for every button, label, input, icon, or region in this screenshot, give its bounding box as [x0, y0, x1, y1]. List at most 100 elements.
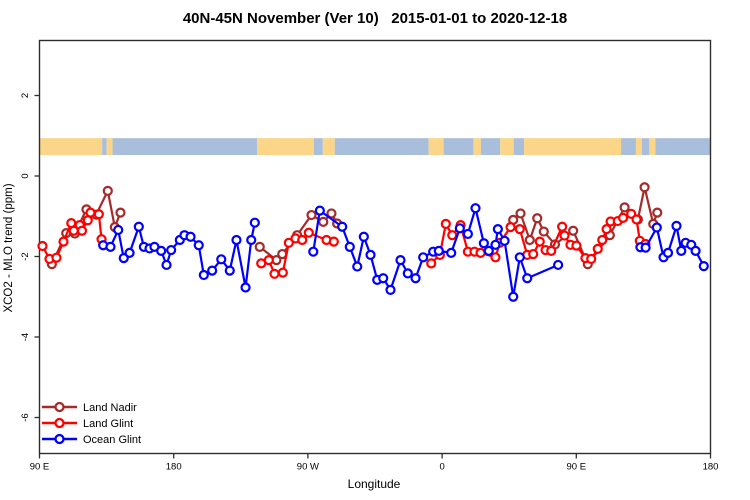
- data-point: [651, 222, 662, 233]
- legend-label: Land Nadir: [83, 402, 137, 414]
- data-point: [124, 247, 135, 258]
- x-axis-ticks: 90 E 180 90 W 0 90 E 180: [30, 453, 718, 473]
- data-point: [478, 238, 489, 249]
- legend-marker: [54, 433, 65, 445]
- data-point: [113, 224, 124, 236]
- legend-label: Ocean Glint: [83, 434, 141, 446]
- y-axis-ticks: 2 0 -2 -4 -6: [20, 93, 40, 422]
- data-point: [652, 207, 663, 218]
- data-point: [505, 222, 516, 233]
- band-segment-ocean: [112, 138, 258, 156]
- data-point: [601, 224, 612, 235]
- series-ocean-glint: [98, 203, 709, 302]
- chart-title: 40N-45N November (Ver 10) 2015-01-01 to …: [182, 10, 568, 27]
- data-point: [385, 284, 396, 296]
- data-point: [314, 205, 325, 216]
- legend-item: Ocean Glint: [42, 433, 141, 446]
- legend-label: Land Glint: [83, 418, 133, 430]
- data-point: [559, 230, 570, 241]
- data-point: [410, 273, 421, 284]
- data-series: [37, 182, 709, 302]
- data-point: [85, 207, 96, 218]
- data-point: [597, 234, 608, 246]
- data-point: [51, 252, 62, 263]
- data-point: [514, 252, 525, 263]
- data-point: [676, 245, 687, 256]
- data-point: [522, 273, 533, 284]
- data-point: [662, 247, 674, 258]
- legend-marker: [54, 417, 65, 429]
- band-segment-ocean: [480, 138, 501, 156]
- land-ocean-band: [39, 138, 711, 156]
- x-tick-label: 90 E: [30, 462, 50, 473]
- band-segment-land: [500, 138, 514, 156]
- band-segment-land: [524, 138, 622, 156]
- data-point: [418, 252, 429, 263]
- series-land-glint: [37, 207, 651, 279]
- band-segment-ocean: [334, 138, 429, 156]
- data-point: [515, 208, 526, 219]
- data-point: [557, 221, 568, 232]
- data-point: [671, 220, 682, 232]
- data-point: [254, 241, 265, 252]
- data-point: [592, 243, 603, 254]
- band-segment-land: [106, 138, 113, 156]
- x-axis-title: Longitude: [348, 477, 401, 491]
- data-point: [133, 221, 144, 232]
- data-point: [492, 224, 503, 235]
- data-point: [93, 209, 104, 220]
- data-point: [553, 259, 564, 271]
- band-segment-ocean: [655, 138, 711, 156]
- data-point: [475, 247, 486, 258]
- data-point: [344, 241, 355, 252]
- x-tick-label: 0: [439, 462, 444, 473]
- data-point: [166, 244, 177, 256]
- data-point: [490, 239, 501, 250]
- data-point: [365, 249, 376, 260]
- data-point: [546, 245, 557, 256]
- data-point: [433, 245, 444, 256]
- legend-item: Land Glint: [42, 417, 133, 430]
- data-point: [352, 261, 363, 272]
- data-point: [358, 231, 369, 242]
- band-segment-land: [322, 138, 335, 156]
- data-point: [532, 213, 543, 224]
- data-point: [306, 209, 317, 221]
- data-point: [462, 228, 473, 240]
- data-point: [534, 236, 545, 247]
- data-point: [102, 185, 113, 196]
- data-point: [263, 255, 274, 266]
- data-point: [37, 240, 48, 252]
- data-point: [447, 230, 458, 241]
- data-point: [698, 261, 709, 272]
- data-point: [619, 202, 630, 213]
- data-point: [156, 245, 167, 256]
- y-tick-label: -4: [20, 333, 31, 341]
- data-point: [640, 242, 651, 253]
- data-point: [639, 182, 650, 193]
- data-point: [538, 226, 549, 237]
- data-point: [426, 258, 437, 269]
- band-segment-ocean: [513, 138, 525, 156]
- data-point: [508, 291, 519, 302]
- y-tick-label: 2: [20, 93, 31, 98]
- data-point: [216, 254, 227, 265]
- x-tick-label: 90 W: [297, 462, 319, 473]
- data-point: [378, 273, 389, 284]
- data-point: [193, 240, 204, 251]
- data-point: [524, 234, 535, 246]
- band-segment-land: [649, 138, 656, 156]
- legend-marker: [54, 401, 65, 413]
- data-point: [283, 237, 294, 248]
- data-point: [249, 217, 260, 228]
- data-point: [76, 225, 88, 236]
- data-point: [440, 218, 451, 229]
- y-tick-label: -2: [20, 252, 31, 260]
- data-point: [115, 207, 126, 218]
- data-point: [297, 234, 308, 246]
- data-point: [568, 225, 579, 236]
- data-point: [499, 235, 510, 246]
- data-point: [571, 240, 582, 251]
- data-point: [586, 253, 597, 265]
